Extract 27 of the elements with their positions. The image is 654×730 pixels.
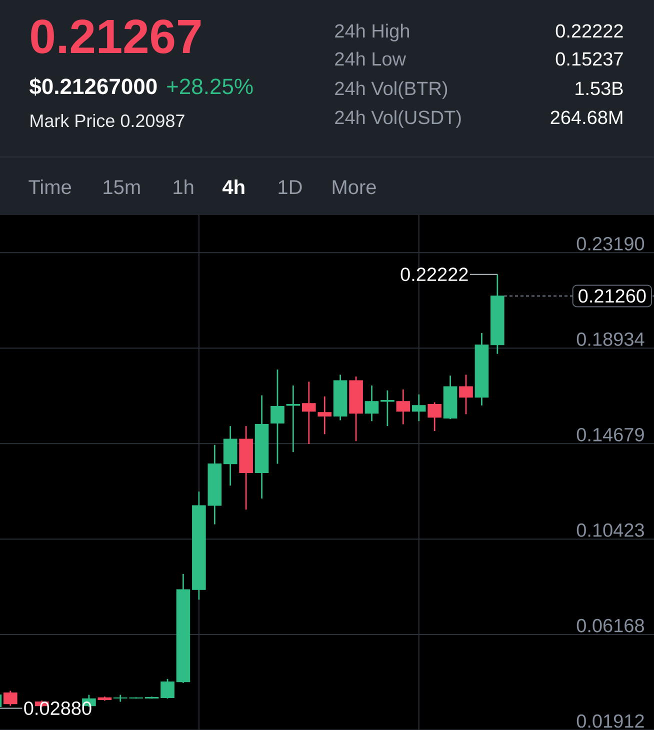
text: 1D [278,180,302,194]
text: 0.15237 [556,52,623,66]
ref-line-label: 0.21260 [578,289,646,303]
text: 1.53B [576,82,623,96]
text: 4h [222,179,244,194]
text: 15m [104,180,140,194]
text: $0.21267000 [29,78,157,96]
text: 0.22222 [556,24,623,38]
text: 1h [174,179,194,194]
y-tick-label: 0.18934 [576,332,644,346]
y-tick-label: 0.01912 [576,714,644,728]
text: More [332,180,376,194]
text: 24h Vol(BTR) [335,81,448,99]
text: Mark Price 0.20987 [30,114,184,128]
annotation: 0.02880 [24,702,92,716]
text: 0.21267 [31,19,201,54]
y-tick-label: 0.06168 [576,618,644,632]
text: 24h Vol(USDT) [335,110,461,128]
y-tick-label: 0.14679 [576,428,644,442]
text: 264.68M [550,110,622,124]
annotation: 0.22222 [400,268,468,282]
y-tick-label: 0.10423 [576,523,644,537]
y-tick-label: 0.23190 [576,237,644,250]
text: Time [28,179,72,194]
text: 24h Low [335,52,406,66]
text: 24h High [335,24,409,42]
text: +28.25% [167,78,253,94]
